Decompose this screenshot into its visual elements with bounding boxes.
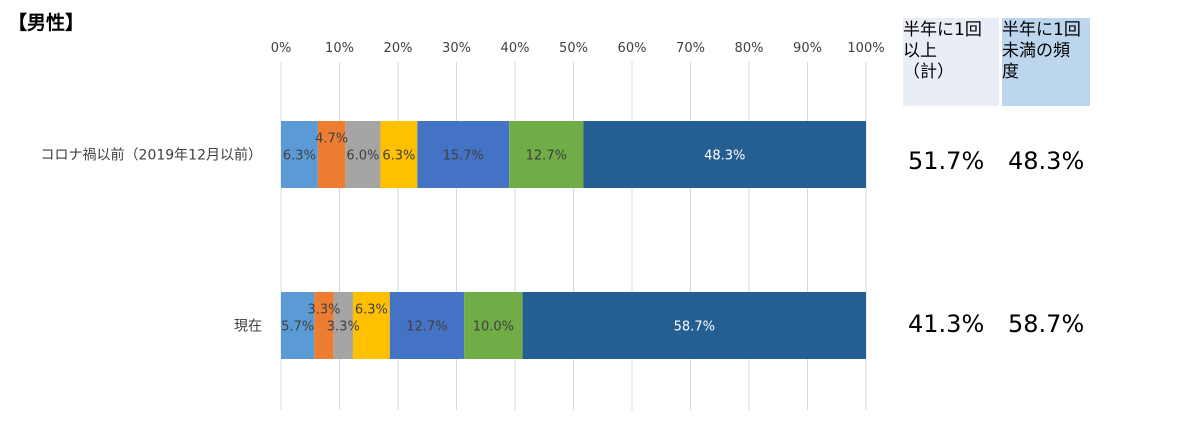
data-label: 48.3% (704, 149, 745, 164)
x-tick-label: 60% (618, 41, 647, 56)
x-tick-label: 90% (793, 41, 822, 56)
bar-segment (522, 292, 866, 359)
bar-segment (317, 121, 346, 188)
x-tick-label: 50% (559, 41, 588, 56)
bar-segment (417, 121, 510, 188)
data-label: 3.3% (327, 320, 360, 335)
data-label: 58.7% (674, 320, 715, 335)
x-tick-label: 100% (847, 41, 884, 56)
summary-row2-col2: 58.7% (1008, 310, 1085, 338)
data-label: 4.7% (315, 132, 348, 147)
chart-title: 【男性】 (8, 12, 85, 34)
bar-segment (583, 121, 866, 188)
bar-segment (345, 121, 381, 188)
bar-segment (314, 292, 334, 359)
summary-row1-col1: 51.7% (908, 147, 985, 175)
data-label: 10.0% (473, 320, 514, 335)
bar-segment (352, 292, 390, 359)
x-tick-label: 80% (735, 41, 764, 56)
bar-segment (509, 121, 584, 188)
data-label: 12.7% (526, 149, 567, 164)
data-label: 6.3% (382, 149, 415, 164)
bar-segment (464, 292, 523, 359)
x-tick-label: 0% (271, 41, 292, 56)
summary-header-col1: 半年に1回 以上 （計） (903, 18, 999, 106)
data-label: 3.3% (307, 303, 340, 318)
data-label: 6.3% (283, 149, 316, 164)
x-tick-label: 40% (501, 41, 530, 56)
summary-panel: 半年に1回 以上 （計） 半年に1回 未満の頻 度 (903, 18, 1091, 106)
bar-segment (281, 121, 318, 188)
summary-row2-col1: 41.3% (908, 310, 985, 338)
x-tick-label: 30% (442, 41, 471, 56)
x-tick-label: 10% (325, 41, 354, 56)
data-label: 15.7% (443, 149, 484, 164)
data-label: 12.7% (406, 320, 447, 335)
category-label: コロナ禍以前（2019年12月以前） (41, 147, 262, 164)
data-label: 6.0% (346, 149, 379, 164)
summary-row1-col2: 48.3% (1008, 147, 1085, 175)
summary-header-col2: 半年に1回 未満の頻 度 (1002, 18, 1090, 106)
bar-segment (281, 292, 315, 359)
bar-segment (333, 292, 353, 359)
category-label: 現在 (234, 319, 262, 335)
data-label: 5.7% (281, 320, 314, 335)
x-tick-label: 20% (384, 41, 413, 56)
bar-segment (380, 121, 418, 188)
bar-segment (389, 292, 465, 359)
x-tick-label: 70% (676, 41, 705, 56)
data-label: 6.3% (355, 303, 388, 318)
